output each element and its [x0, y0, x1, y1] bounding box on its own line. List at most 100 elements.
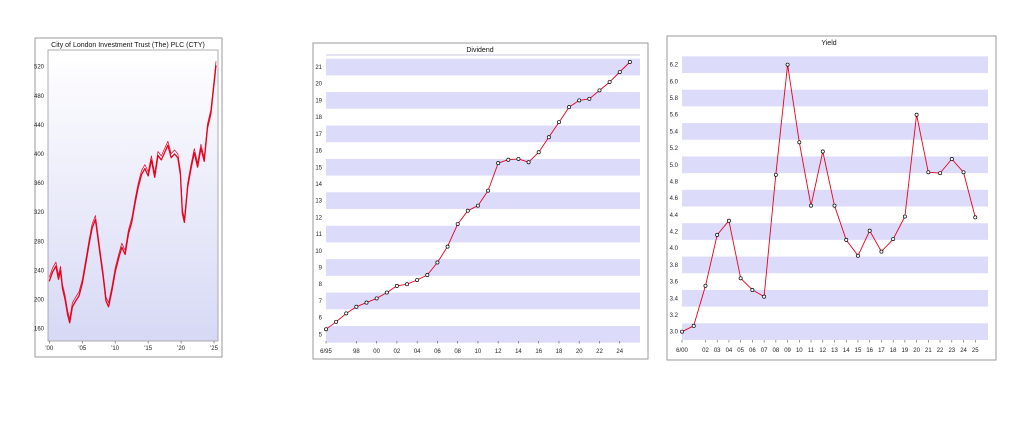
y-tick-label: 5.6	[670, 113, 679, 119]
y-tick-label: 4.6	[670, 196, 679, 202]
y-tick-label: 18	[315, 115, 322, 121]
series-line	[681, 64, 976, 333]
grid-band	[682, 89, 988, 107]
data-point	[445, 244, 450, 249]
data-point	[820, 149, 825, 154]
data-point	[914, 112, 919, 117]
yield-x-axis: 6/00 02 03 04 05 06 07 08 09 10 11 12 13 14 15 16 17 18 19…	[676, 340, 979, 354]
y-tick-label: 4.4	[670, 213, 679, 219]
x-tick-label: 05	[737, 348, 744, 354]
x-tick-label: 08	[773, 348, 780, 354]
y-tick-label: 3.2	[670, 313, 679, 319]
data-point	[324, 327, 328, 332]
data-point	[715, 232, 720, 237]
data-point	[516, 156, 521, 161]
x-tick-label: 22	[937, 348, 944, 354]
x-tick-label: 04	[414, 349, 421, 355]
y-tick-label: 5	[319, 332, 323, 338]
x-tick-label: 04	[726, 348, 733, 354]
x-tick-label: 24	[616, 349, 623, 355]
y-tick-label: 6.2	[670, 63, 679, 69]
x-tick-label: 18	[890, 348, 897, 354]
x-tick-label: 24	[960, 348, 967, 354]
data-point	[726, 218, 731, 223]
data-point	[867, 228, 872, 233]
grid-band	[682, 256, 988, 274]
data-point	[425, 273, 430, 277]
x-tick-label: 16	[535, 349, 542, 355]
dividend-grid-bands	[326, 58, 640, 343]
x-tick-label: '05	[78, 346, 86, 352]
x-tick-label: 17	[878, 348, 885, 354]
grid-band	[326, 92, 640, 109]
data-point	[844, 237, 849, 242]
data-point	[949, 157, 954, 161]
y-tick-label: 13	[315, 199, 322, 205]
x-tick-label: 20	[913, 348, 920, 354]
x-tick-label: '20	[177, 346, 185, 352]
x-tick-label: 14	[843, 348, 850, 354]
data-point	[750, 287, 755, 292]
grid-band	[326, 325, 640, 343]
x-tick-label: '25	[210, 346, 218, 352]
y-tick-label: 15	[315, 165, 322, 171]
x-tick-label: 00	[373, 349, 380, 355]
data-point	[902, 214, 907, 219]
x-tick-label: 20	[576, 349, 583, 355]
y-tick-label: 5.4	[670, 129, 679, 135]
grid-band	[326, 158, 640, 176]
dividend-y-axis: 5 6 7 8 9 10 11 12 13 14 15 16 17 18 19 20 21	[315, 65, 322, 338]
series-line	[48, 65, 217, 324]
data-point	[354, 304, 359, 309]
x-tick-label: 03	[714, 348, 721, 354]
y-tick-label: 8	[319, 282, 323, 288]
y-tick-label: 520	[34, 65, 45, 71]
x-tick-label: 18	[556, 349, 563, 355]
grid-band	[682, 123, 988, 140]
data-point	[567, 105, 572, 110]
x-tick-label: 15	[855, 348, 862, 354]
x-tick-label: 12	[819, 348, 826, 354]
grid-band	[326, 192, 640, 210]
y-tick-label: 7	[319, 299, 323, 305]
data-point	[334, 319, 339, 324]
data-point	[879, 249, 884, 254]
grid-band	[326, 292, 640, 310]
data-point	[891, 237, 896, 242]
price-chart: City of London Investment Trust (The) PL…	[34, 37, 223, 358]
data-point	[546, 135, 551, 140]
grid-band	[326, 125, 640, 143]
data-point	[536, 150, 541, 155]
data-point	[785, 62, 790, 67]
x-tick-label: 11	[808, 348, 815, 354]
y-tick-label: 19	[315, 98, 322, 104]
data-point	[926, 170, 931, 175]
x-tick-label: 23	[948, 348, 955, 354]
x-tick-label: 02	[394, 349, 401, 355]
x-tick-label: 07	[761, 348, 768, 354]
x-tick-label: 22	[596, 349, 603, 355]
data-point	[455, 222, 460, 227]
y-tick-label: 5.8	[670, 96, 679, 102]
data-point	[856, 253, 860, 258]
y-tick-label: 17	[315, 132, 322, 138]
x-tick-label: 06	[434, 349, 441, 355]
y-tick-label: 160	[34, 327, 45, 333]
x-tick-label: 6/00	[676, 348, 688, 354]
data-point	[809, 203, 813, 208]
data-point	[587, 96, 592, 101]
data-point	[496, 161, 501, 166]
x-tick-label: 16	[866, 348, 873, 354]
y-tick-label: 4.8	[670, 179, 679, 185]
x-tick-label: 98	[353, 349, 360, 355]
x-tick-label: 06	[749, 348, 756, 354]
x-tick-label: 02	[702, 348, 709, 354]
price-x-axis: '00 '05 '10 '15 '20 '25	[45, 341, 219, 352]
price-plot-area	[47, 49, 219, 342]
data-point	[364, 300, 369, 305]
data-point	[405, 282, 409, 287]
grid-band	[682, 189, 988, 207]
y-tick-label: 21	[315, 65, 322, 71]
grid-band	[326, 225, 640, 243]
